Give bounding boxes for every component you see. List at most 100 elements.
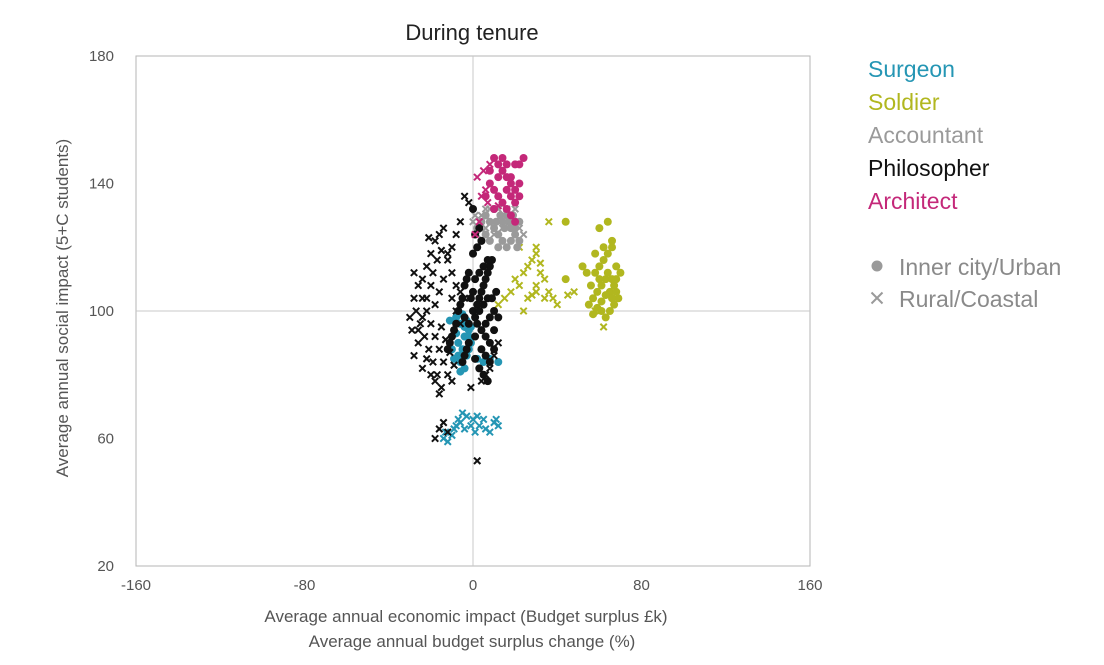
soldier-rural-point — [591, 307, 600, 315]
philosopher-urban-point — [471, 275, 480, 284]
legend-marker-label: Rural/Coastal — [899, 286, 1038, 312]
accountant-urban-point — [511, 230, 520, 239]
philosopher-rural-point — [448, 294, 456, 303]
accountant-urban-point — [485, 236, 494, 245]
architect-urban-point — [490, 154, 499, 162]
philosopher-urban-point — [460, 351, 469, 360]
philosopher-rural-point — [448, 377, 456, 386]
architect-urban-point — [519, 154, 528, 162]
philosopher-rural-point — [456, 217, 465, 226]
soldier-rural-point — [507, 287, 515, 296]
philosopher-rural-point — [456, 287, 465, 296]
philosopher-urban-point — [481, 319, 490, 328]
soldier-urban-point — [591, 268, 600, 277]
soldier-urban-point — [603, 268, 612, 277]
architect-rural-point — [475, 217, 484, 226]
philosopher-rural-point — [410, 294, 418, 303]
accountant-rural-point — [515, 224, 524, 233]
philosopher-rural-point — [443, 370, 452, 379]
soldier-rural-point — [528, 256, 536, 264]
philosopher-urban-point — [485, 262, 494, 271]
philosopher-urban-point — [471, 332, 480, 341]
architect-urban-point — [494, 160, 503, 169]
architect-rural-point — [473, 173, 482, 182]
surgeon-rural-point — [494, 421, 503, 430]
philosopher-urban-point — [477, 287, 486, 296]
surgeon-rural-point — [471, 428, 480, 437]
philosopher-rural-point — [473, 456, 482, 465]
philosopher-urban-point — [460, 281, 469, 290]
philosopher-rural-point — [429, 268, 437, 277]
philosopher-urban-point — [477, 326, 486, 335]
architect-urban-point — [511, 217, 520, 226]
soldier-urban-point — [612, 287, 621, 296]
soldier-rural-point — [599, 323, 608, 331]
surgeon-rural-point — [492, 415, 501, 424]
legend-soldier: Soldier — [868, 89, 940, 115]
architect-rural-point — [481, 185, 490, 194]
soldier-urban-point — [614, 294, 623, 303]
philosopher-urban-point — [479, 262, 488, 271]
soldier-rural-point — [500, 294, 509, 303]
soldier-urban-point — [595, 275, 604, 284]
philosopher-rural-point — [422, 262, 431, 271]
philosopher-urban-point — [494, 313, 503, 322]
philosopher-rural-point — [452, 281, 461, 290]
soldier-rural-point — [532, 281, 541, 290]
accountant-urban-point — [494, 243, 503, 252]
soldier-rural-point — [532, 249, 541, 258]
philosopher-rural-point — [464, 198, 473, 207]
philosopher-urban-point — [473, 319, 482, 328]
soldier-rural-point — [536, 259, 545, 268]
soldier-rural-point — [532, 243, 541, 252]
soldier-urban-point — [612, 262, 621, 271]
philosopher-urban-point — [464, 268, 473, 277]
accountant-urban-point — [504, 217, 513, 226]
soldier-rural-point — [536, 268, 545, 277]
philosopher-urban-point — [464, 319, 473, 328]
philosopher-rural-point — [429, 358, 437, 366]
philosopher-urban-point — [456, 300, 465, 309]
philosopher-urban-point — [477, 236, 486, 245]
philosopher-rural-point — [448, 243, 456, 252]
philosopher-rural-point — [433, 256, 442, 264]
soldier-urban-point — [605, 307, 614, 315]
philosopher-urban-point — [485, 338, 494, 347]
accountant-rural-point — [469, 217, 477, 226]
philosopher-rural-point — [416, 319, 425, 328]
philosopher-urban-point — [458, 358, 467, 366]
philosopher-urban-point — [458, 294, 467, 303]
soldier-urban-point — [601, 313, 610, 322]
soldier-rural-point — [532, 287, 541, 296]
surgeon-rural-point — [479, 415, 488, 424]
x-axis-label: Average annual economic impact (Budget s… — [264, 607, 667, 626]
philosopher-urban-point — [464, 338, 473, 347]
philosopher-rural-point — [431, 434, 439, 443]
accountant-urban-point — [492, 217, 501, 226]
soldier-rural-point — [570, 287, 579, 296]
philosopher-urban-point — [477, 345, 486, 354]
soldier-rural-point — [494, 300, 503, 309]
philosopher-urban-point — [475, 224, 484, 233]
philosopher-rural-point — [418, 313, 427, 322]
soldier-urban-point — [610, 281, 619, 290]
soldier-urban-point — [595, 224, 604, 233]
soldier-urban-point — [589, 294, 598, 303]
philosopher-urban-point — [469, 287, 477, 296]
philosopher-rural-point — [450, 361, 458, 370]
surgeon-urban-point — [454, 338, 463, 347]
y-axis-label: Average annual social impact (5+C studen… — [53, 139, 72, 477]
soldier-rural-point — [553, 300, 562, 309]
philosopher-rural-point — [431, 377, 439, 386]
philosopher-rural-point — [408, 326, 416, 335]
philosopher-rural-point — [445, 348, 454, 357]
architect-rural-point — [477, 192, 486, 201]
legend-architect: Architect — [868, 188, 958, 214]
accountant-rural-point — [471, 211, 480, 220]
x-tick-label: 0 — [469, 577, 477, 594]
y-tick-label: 60 — [97, 431, 114, 448]
philosopher-urban-point — [462, 275, 471, 284]
chart-title: During tenure — [405, 20, 538, 45]
philosopher-urban-point — [479, 370, 488, 379]
philosopher-rural-point — [414, 326, 423, 335]
